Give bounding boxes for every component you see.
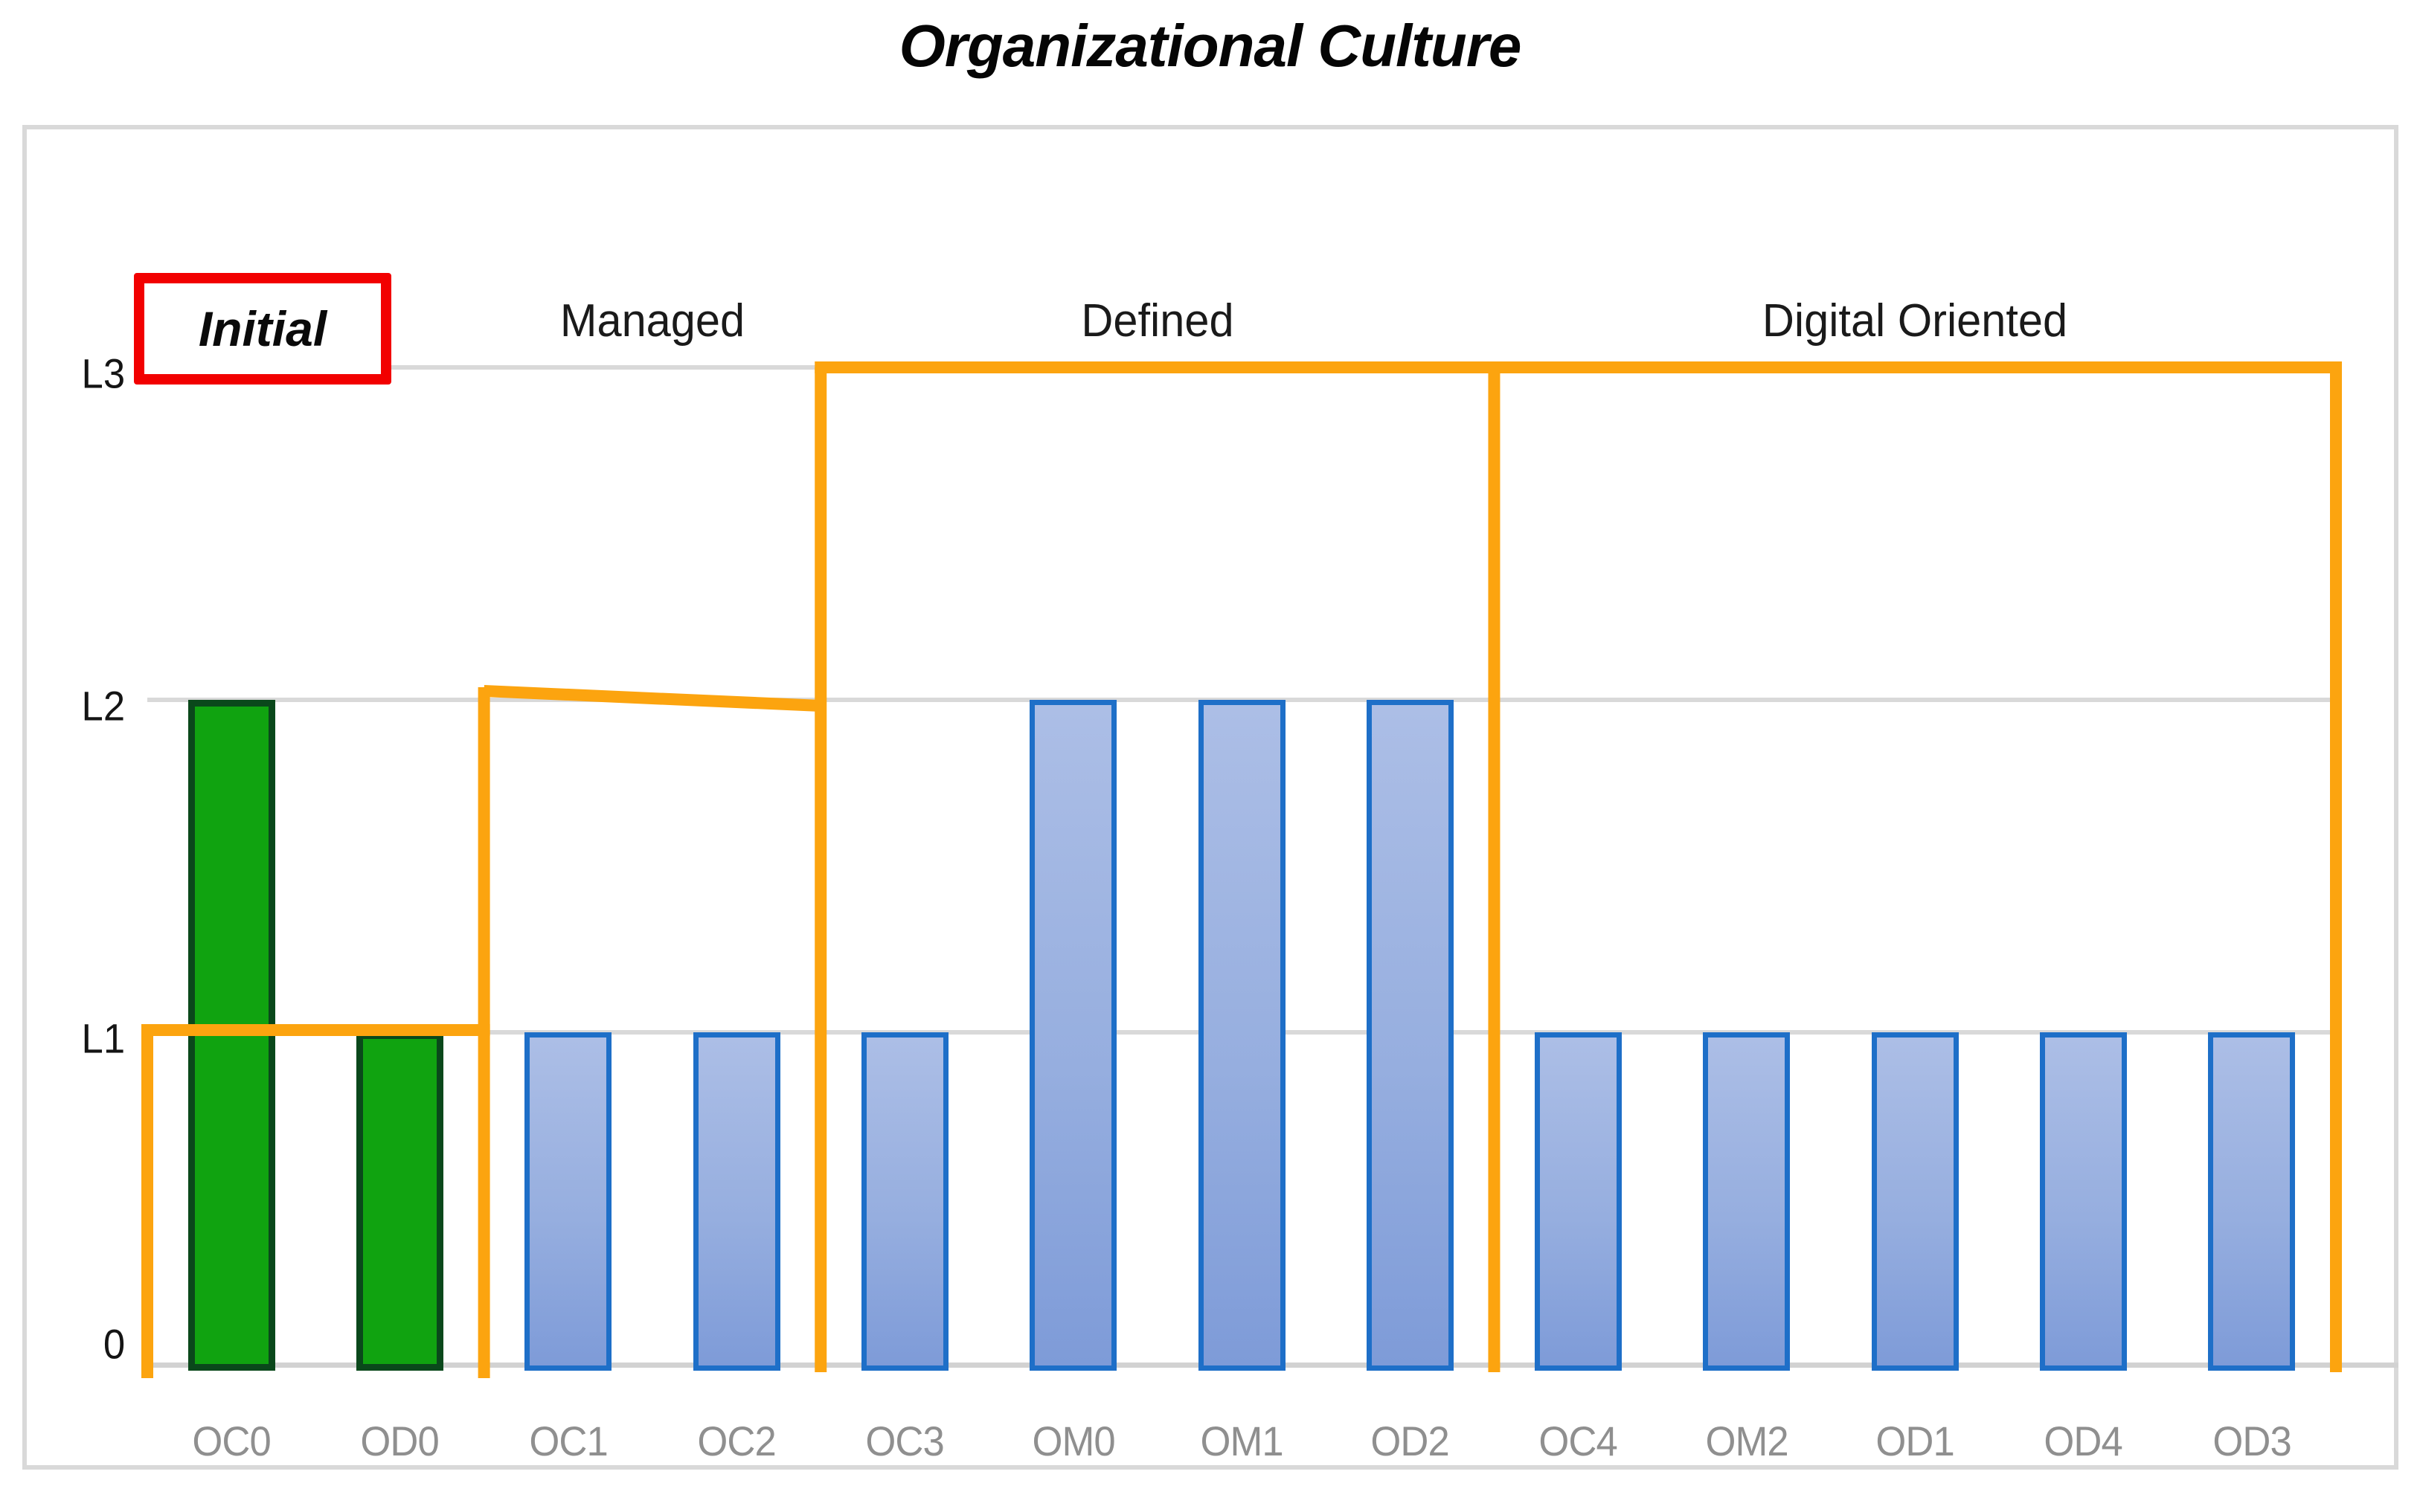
y-tick-label-0: 0 — [103, 1320, 126, 1368]
gridline-L3 — [147, 365, 2336, 370]
bar-OM1 — [1198, 700, 1286, 1371]
group-label-managed: Managed — [559, 295, 745, 347]
x-axis-label-OC4: OC4 — [1538, 1418, 1618, 1464]
group-label-initial: Initial — [198, 301, 327, 356]
bar-OM2 — [1703, 1032, 1791, 1371]
x-axis-label-OC1: OC1 — [529, 1418, 608, 1464]
x-axis-label-OD2: OD2 — [1370, 1418, 1450, 1464]
x-axis-label-OM0: OM0 — [1032, 1418, 1115, 1464]
y-tick-label-L1: L1 — [81, 1014, 126, 1062]
x-axis-label-OC2: OC2 — [697, 1418, 776, 1464]
x-axis-label-OC0: OC0 — [192, 1418, 271, 1464]
x-axis-label-OM1: OM1 — [1200, 1418, 1283, 1464]
group-label-defined: Defined — [1081, 295, 1234, 347]
x-axis-label-OD3: OD3 — [2212, 1418, 2291, 1464]
bar-OC1 — [524, 1032, 612, 1371]
x-axis-label-OC3: OC3 — [865, 1418, 945, 1464]
bar-OD1 — [1871, 1032, 1959, 1371]
bar-OC2 — [693, 1032, 780, 1371]
bar-OC0 — [187, 700, 275, 1371]
y-tick-label-L2: L2 — [81, 682, 126, 730]
bar-OM0 — [1030, 700, 1117, 1371]
x-axis-label-OM2: OM2 — [1705, 1418, 1788, 1464]
bar-OC4 — [1535, 1032, 1623, 1371]
bar-OC3 — [861, 1032, 949, 1371]
chart-title: Organizational Culture — [899, 13, 1522, 79]
initial-highlight-box: Initial — [134, 273, 391, 385]
x-axis-label-OD4: OD4 — [2044, 1418, 2123, 1464]
bar-OD4 — [2040, 1032, 2128, 1371]
bar-OD3 — [2208, 1032, 2296, 1371]
x-axis-label-OD0: OD0 — [360, 1418, 440, 1464]
x-axis-label-OD1: OD1 — [1875, 1418, 1954, 1464]
bar-OD0 — [356, 1032, 443, 1371]
bar-OD2 — [1366, 700, 1454, 1371]
group-label-digital-oriented: Digital Oriented — [1762, 295, 2068, 347]
y-tick-label-L3: L3 — [81, 350, 126, 397]
